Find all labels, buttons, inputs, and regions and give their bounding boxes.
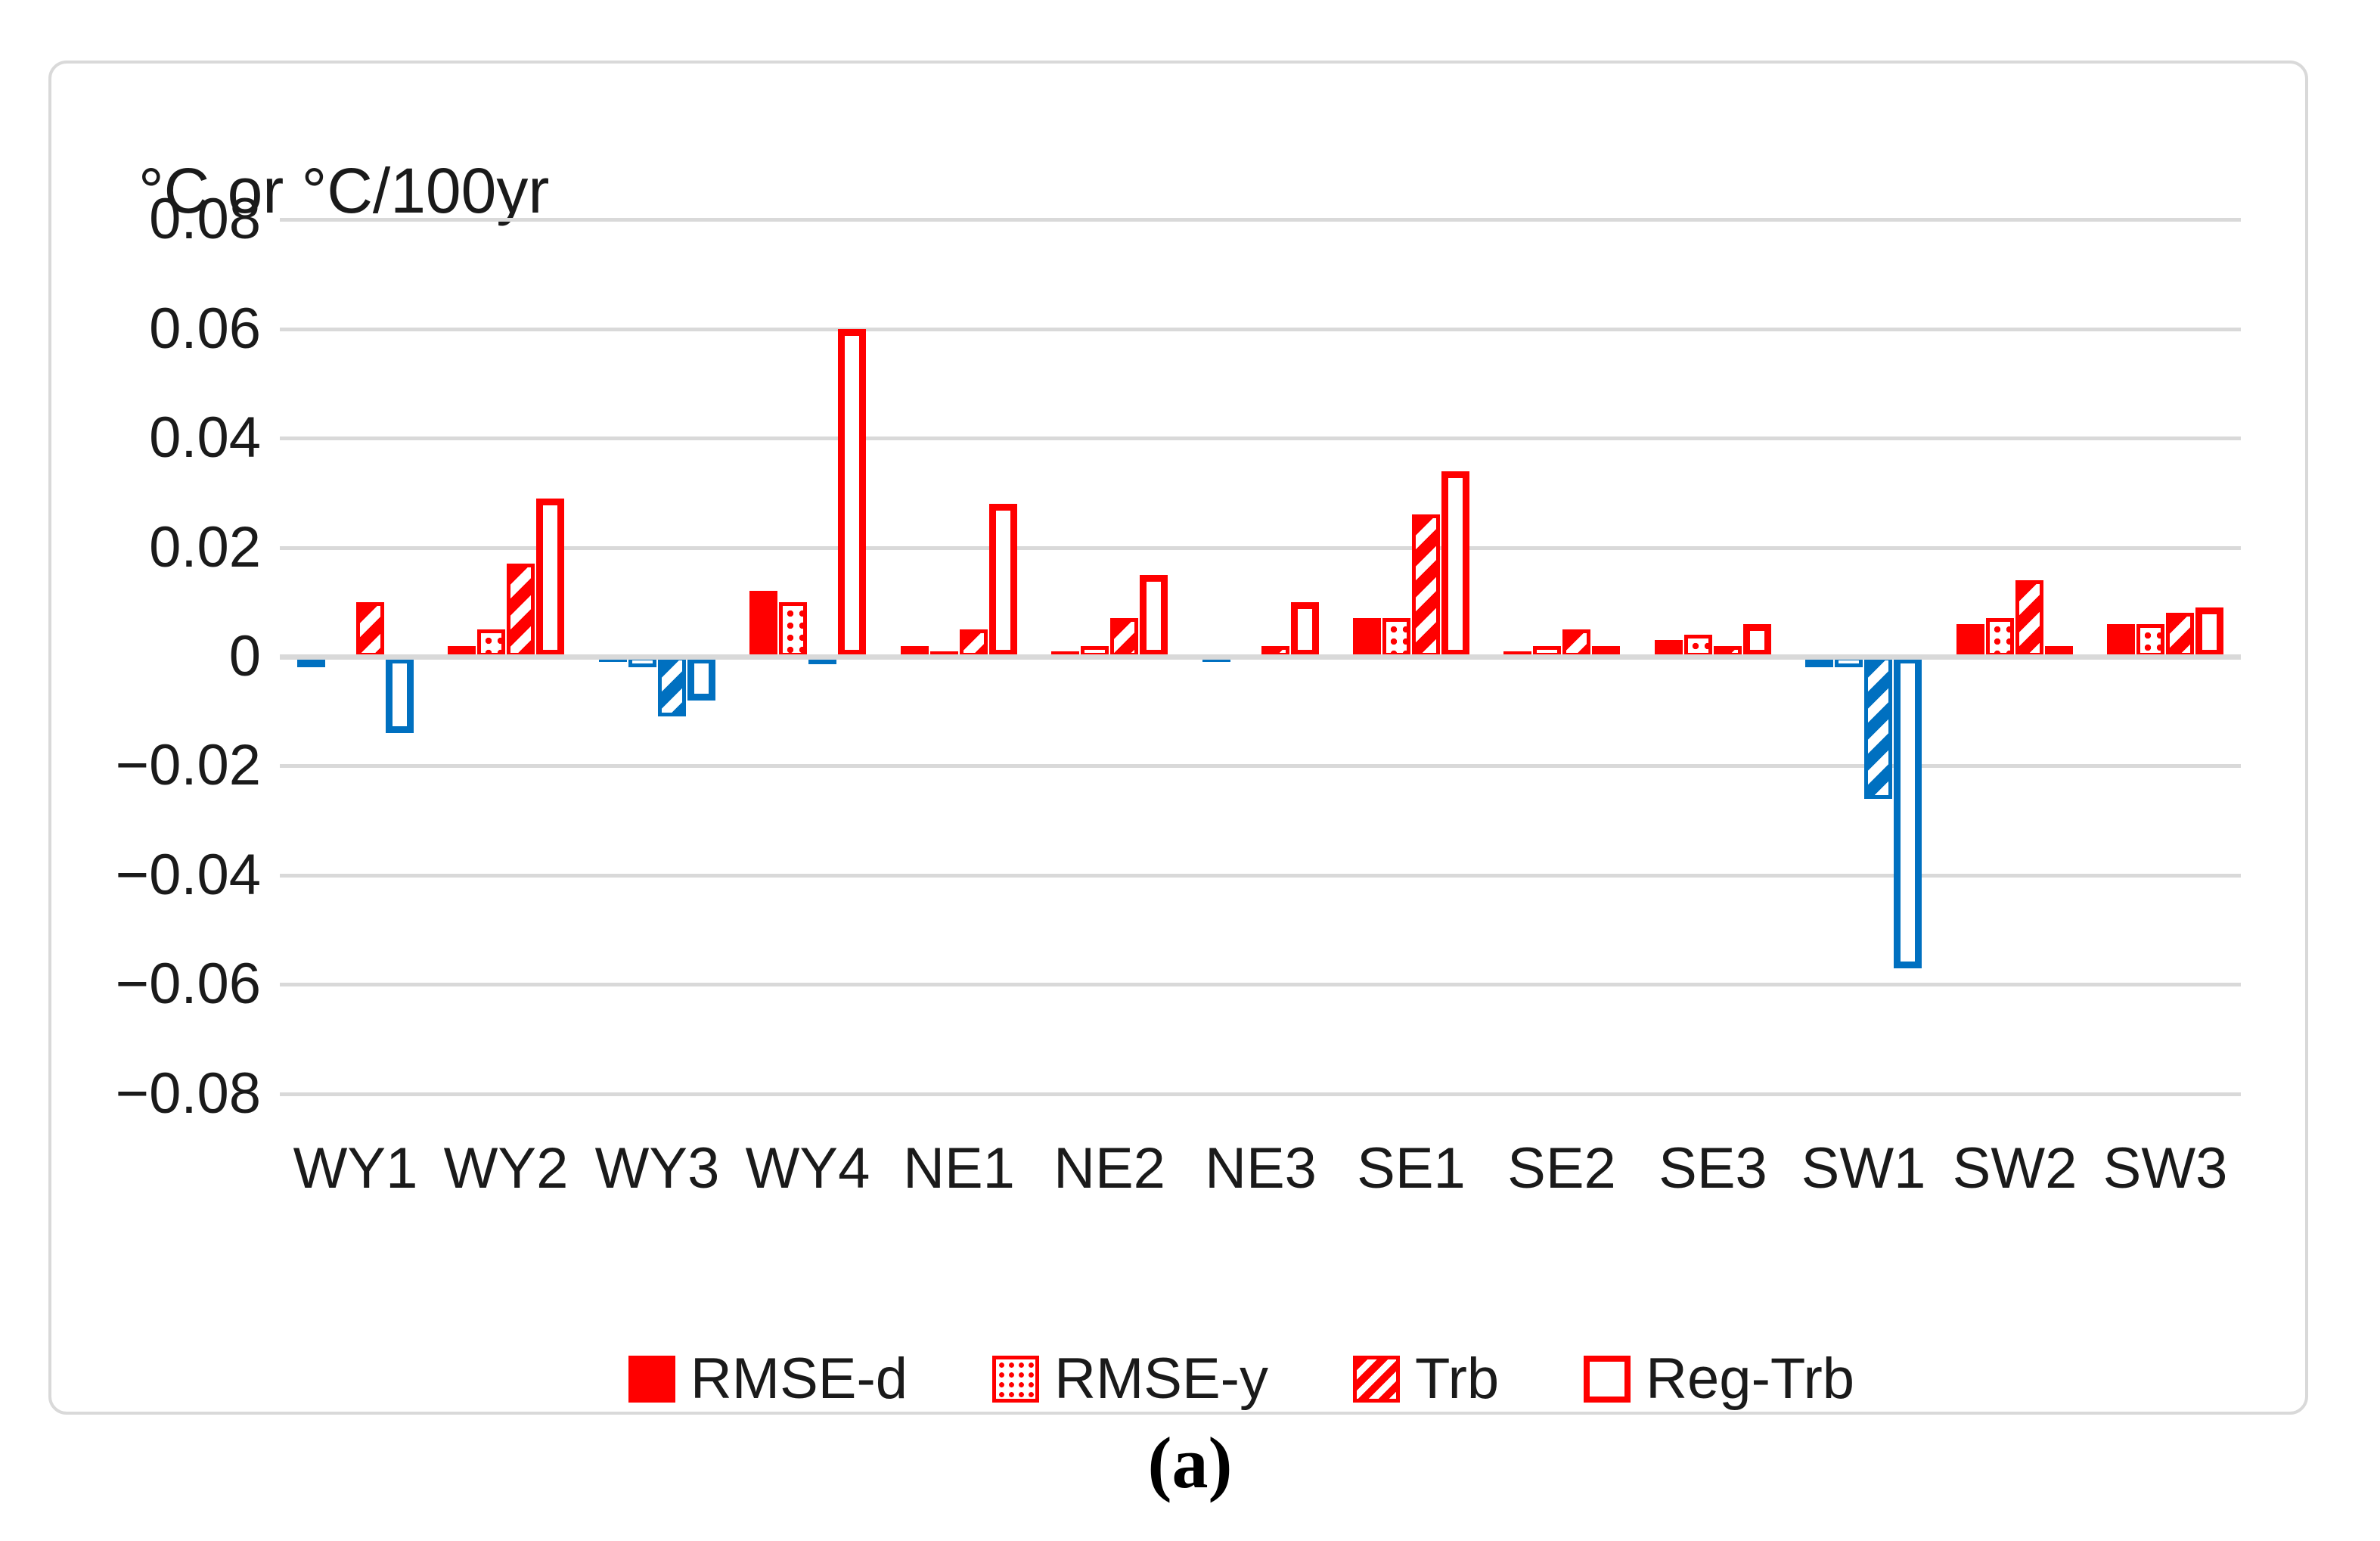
legend-item-rmse-y: RMSE-y [992, 1350, 1268, 1408]
bar-SW1-Trb [1864, 657, 1892, 799]
gridline-0.08 [280, 218, 2241, 222]
bar-NE2-Trb [1110, 618, 1138, 657]
bar-WY2-Trb [507, 564, 535, 657]
legend-swatch-solid-icon [628, 1356, 675, 1403]
gridline-0.02 [280, 546, 2241, 550]
bar-SE2-Trb [1562, 629, 1590, 657]
x-axis-label-NE1: NE1 [903, 1136, 1015, 1201]
y-tick-label-0.06: 0.06 [149, 297, 261, 361]
bar-NE1-Trb [960, 629, 988, 657]
y-tick-label-0: 0 [228, 624, 261, 688]
legend-label-rmse-d: RMSE-d [690, 1347, 908, 1411]
chart-frame: °C or °C/100yr RMSE-d RMSE-y Trb Reg-Trb [48, 61, 2308, 1415]
bar-SW3-RMSE-d [2107, 624, 2135, 657]
x-axis-label-SW1: SW1 [1801, 1136, 1926, 1201]
legend-item-rmse-d: RMSE-d [628, 1350, 908, 1408]
gridline-−0.02 [280, 764, 2241, 768]
gridline-0.04 [280, 437, 2241, 440]
bar-SE1-Trb [1412, 514, 1440, 657]
legend-label-rmse-y: RMSE-y [1054, 1347, 1268, 1411]
bar-NE1-Reg-Trb [989, 504, 1017, 657]
x-axis-label-WY3: WY3 [594, 1136, 720, 1201]
legend-label-reg-trb: Reg-Trb [1646, 1347, 1855, 1411]
legend-swatch-dots-icon [992, 1356, 1040, 1403]
subfigure-caption: (a) [1147, 1422, 1233, 1503]
y-tick-label-0.02: 0.02 [149, 515, 261, 579]
bar-WY1-Reg-Trb [386, 657, 414, 733]
gridline-0.06 [280, 328, 2241, 331]
bar-SE3-Reg-Trb [1743, 624, 1771, 657]
y-tick-label-−0.04: −0.04 [115, 843, 261, 907]
bar-NE3-Reg-Trb [1291, 602, 1319, 657]
zero-axis-line [280, 654, 2241, 660]
x-axis-label-SE3: SE3 [1659, 1136, 1767, 1201]
bar-SW2-RMSE-y [1986, 618, 2014, 657]
bar-SW3-Trb [2166, 613, 2194, 657]
legend-item-reg-trb: Reg-Trb [1584, 1350, 1854, 1408]
bar-SW2-Trb [2015, 580, 2043, 657]
y-tick-label-−0.06: −0.06 [115, 952, 261, 1016]
y-axis-unit-label: °C or °C/100yr [138, 155, 550, 226]
bar-SE1-RMSE-y [1382, 618, 1410, 657]
x-axis-label-WY2: WY2 [443, 1136, 569, 1201]
legend-label-trb: Trb [1414, 1347, 1500, 1411]
x-axis-label-SW2: SW2 [1952, 1136, 2077, 1201]
y-tick-label-0.04: 0.04 [149, 405, 261, 470]
legend-swatch-hatch-icon [1352, 1356, 1400, 1403]
x-axis-label-NE2: NE2 [1053, 1136, 1165, 1201]
bar-SE1-Reg-Trb [1441, 471, 1469, 657]
bar-WY4-RMSE-y [779, 602, 807, 657]
bar-WY4-RMSE-d [749, 591, 777, 657]
x-axis-label-SW3: SW3 [2102, 1136, 2228, 1201]
bar-SE1-RMSE-d [1353, 618, 1381, 657]
bar-SW3-RMSE-y [2136, 624, 2164, 657]
bar-WY2-RMSE-y [477, 629, 505, 657]
x-axis-label-SE1: SE1 [1357, 1136, 1466, 1201]
y-tick-label-−0.02: −0.02 [115, 733, 261, 797]
bar-SW2-RMSE-d [1956, 624, 1984, 657]
x-axis-label-SE2: SE2 [1507, 1136, 1616, 1201]
bar-SW1-Reg-Trb [1894, 657, 1922, 968]
legend-item-trb: Trb [1352, 1347, 1500, 1411]
bar-WY2-Reg-Trb [536, 499, 564, 657]
bar-WY3-Reg-Trb [687, 657, 715, 701]
bar-SW3-Reg-Trb [2195, 607, 2223, 657]
bar-WY1-Trb [356, 602, 384, 657]
legend-swatch-outline-icon [1584, 1356, 1631, 1403]
x-axis-label-WY4: WY4 [745, 1136, 870, 1201]
gridline-−0.04 [280, 874, 2241, 878]
bar-WY4-Reg-Trb [838, 329, 866, 657]
y-tick-label-0.08: 0.08 [149, 187, 261, 251]
bar-NE2-Reg-Trb [1140, 575, 1168, 657]
x-axis-label-WY1: WY1 [293, 1136, 418, 1201]
x-axis-label-NE3: NE3 [1205, 1136, 1317, 1201]
legend: RMSE-d RMSE-y Trb Reg-Trb [51, 1347, 2380, 1412]
y-tick-label-−0.08: −0.08 [115, 1061, 261, 1126]
gridline-−0.06 [280, 983, 2241, 986]
bar-SE3-RMSE-y [1684, 635, 1712, 657]
gridline-−0.08 [280, 1092, 2241, 1096]
bar-WY3-Trb [658, 657, 686, 716]
